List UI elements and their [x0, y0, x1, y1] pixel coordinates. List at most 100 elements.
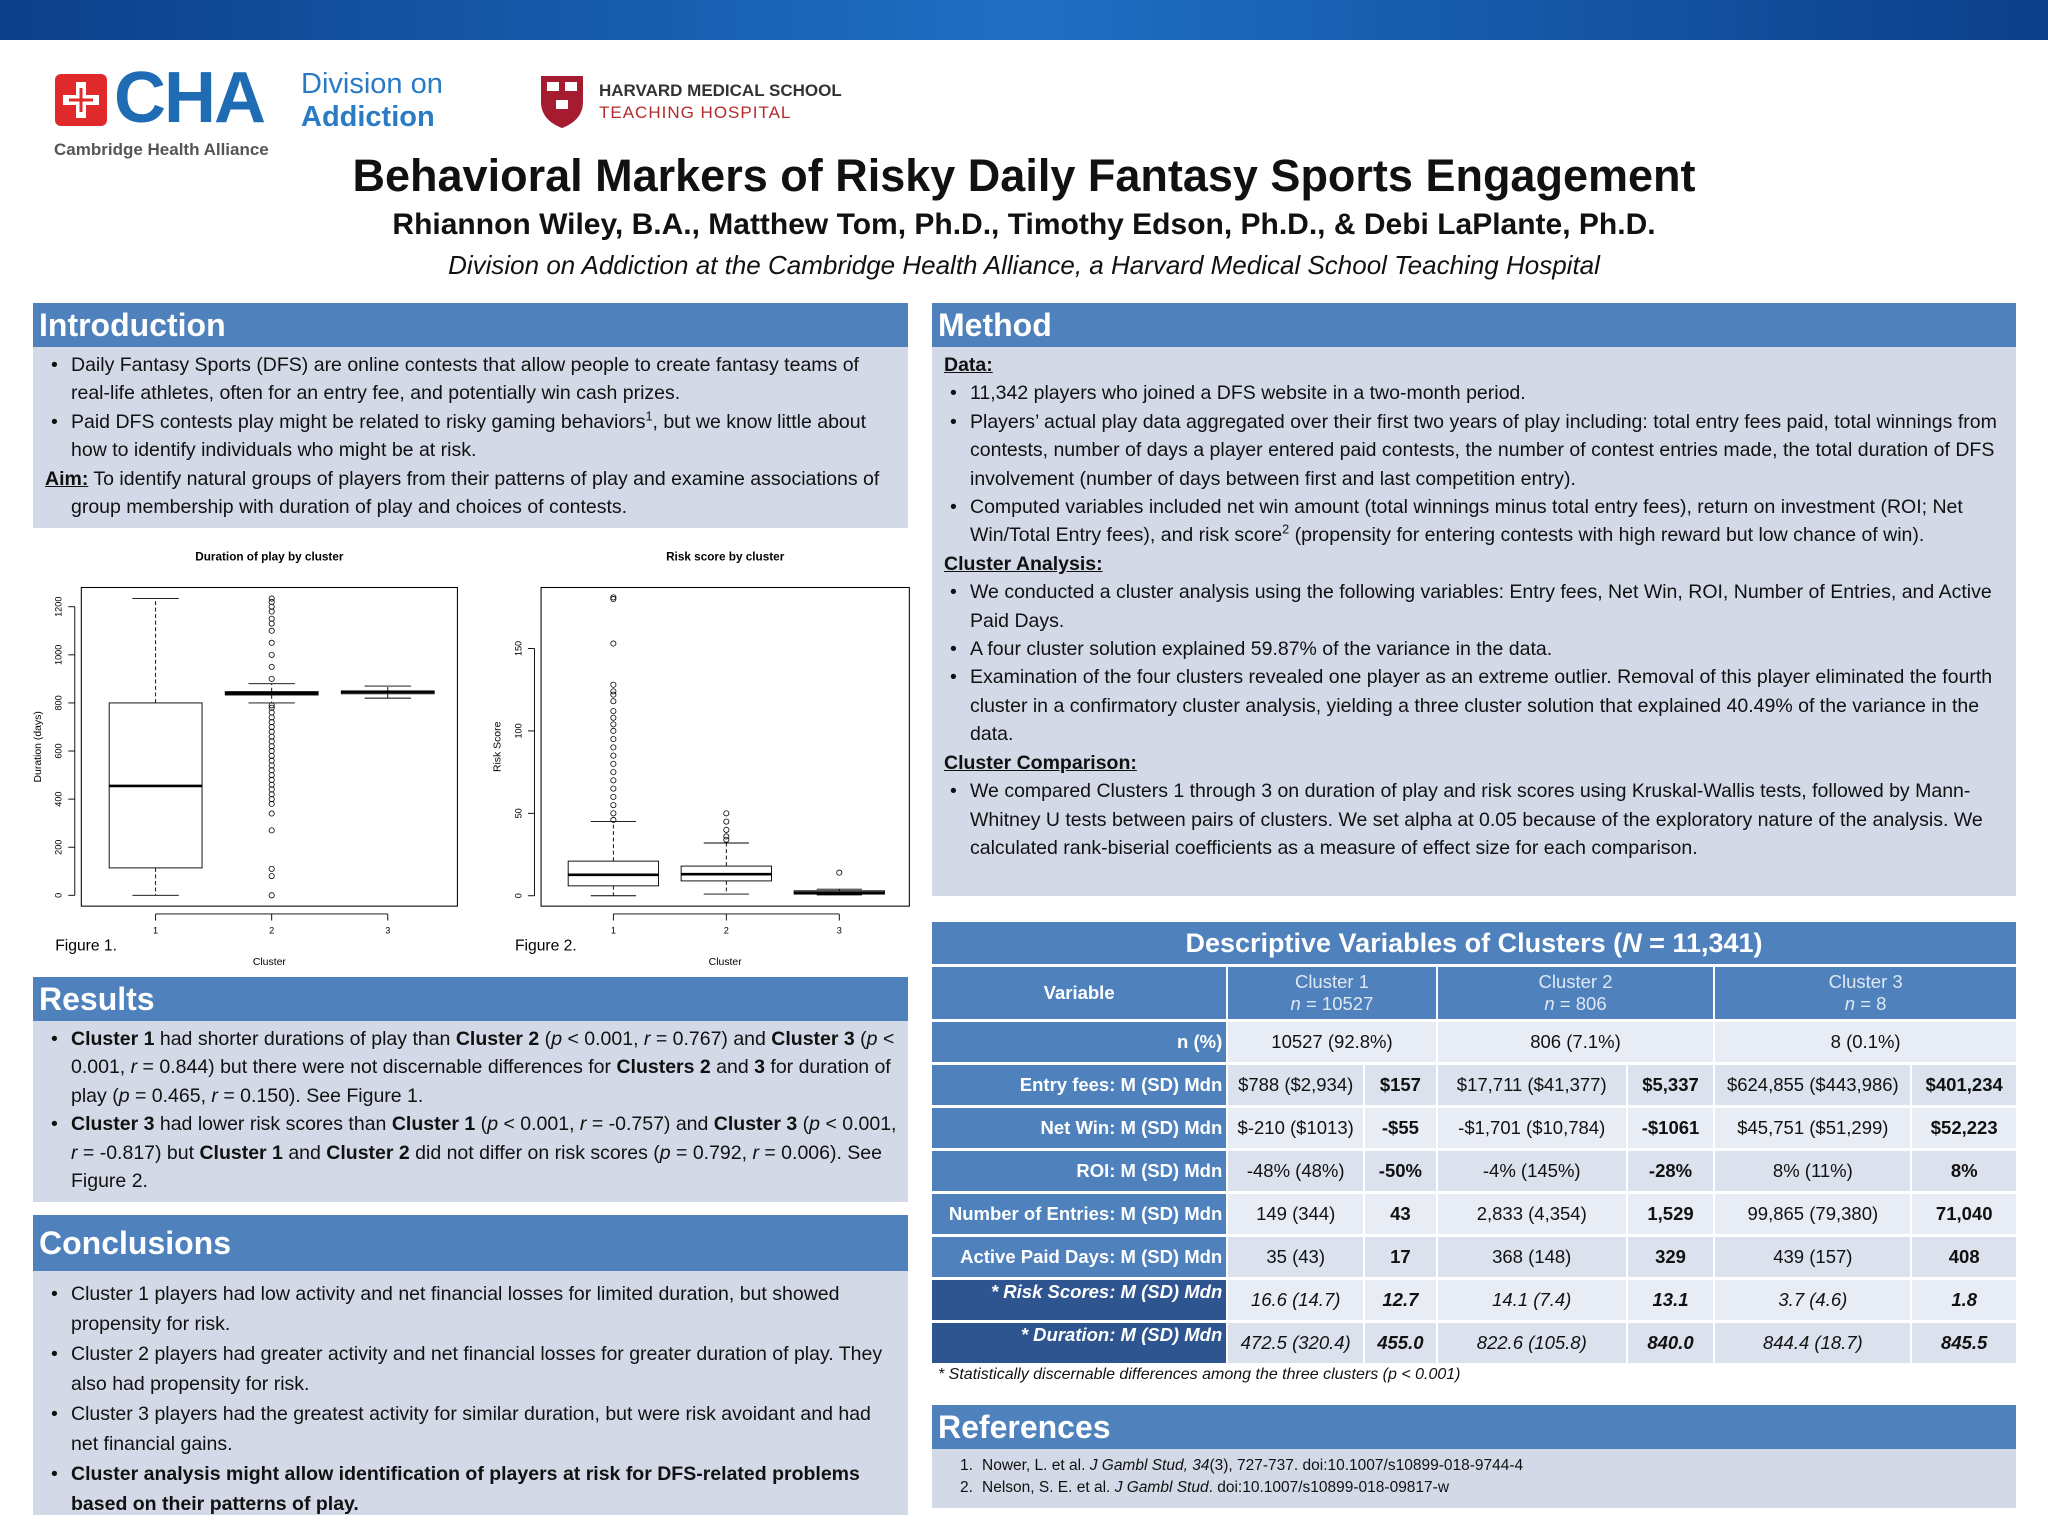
x-axis-label: Cluster: [253, 957, 287, 968]
introduction-section: Introduction Daily Fantasy Sports (DFS) …: [33, 303, 908, 528]
subheading-item: Cluster Comparison:: [944, 749, 2006, 777]
text-run: n: [1544, 993, 1555, 1014]
text-run: Daily Fantasy Sports (DFS) are online co…: [71, 354, 859, 405]
text-run: Examination of the four clusters reveale…: [970, 666, 1993, 746]
text-run: Cluster 1 players had low activity and n…: [71, 1283, 840, 1335]
text-run: Players’ actual play data aggregated ove…: [970, 410, 1997, 490]
text-run: Cluster 3: [713, 1113, 798, 1136]
outlier: [610, 777, 617, 784]
outlier: [610, 744, 617, 751]
text-run: 2: [1282, 522, 1290, 537]
y-tick-label: 600: [54, 743, 64, 758]
outlier: [723, 836, 730, 843]
numbered-item: 1. Nower, L. et al. J Gambl Stud, 34(3), …: [944, 1455, 2006, 1477]
table-cell: -50%: [1365, 1151, 1436, 1191]
table-cell: 149 (344): [1228, 1194, 1364, 1234]
text-run: (: [475, 1113, 488, 1136]
table-cell: $52,223: [1912, 1108, 2016, 1148]
row-label: Net Win: M (SD) Mdn: [932, 1108, 1227, 1148]
outlier: [268, 733, 275, 740]
table-cell: $157: [1365, 1065, 1436, 1105]
outlier: [268, 714, 275, 721]
text-run: Data:: [944, 354, 993, 376]
chart-title: Duration of play by cluster: [195, 551, 344, 564]
x-tick-label: 1: [611, 925, 616, 935]
outlier: [610, 793, 617, 800]
outlier: [610, 736, 617, 743]
cluster-name: Cluster 2: [1538, 971, 1613, 992]
section-heading: Introduction: [33, 303, 908, 347]
section-body: Daily Fantasy Sports (DFS) are online co…: [33, 347, 908, 525]
table-cell: 71,040: [1912, 1194, 2016, 1234]
row-label: n (%): [932, 1022, 1227, 1062]
y-tick-label: 50: [513, 808, 523, 818]
outlier: [268, 603, 275, 610]
outlier: [610, 596, 617, 603]
bullet-item: Cluster 2 players had greater activity a…: [45, 1339, 898, 1399]
conclusions-section: Conclusions Cluster 1 players had low ac…: [33, 1215, 908, 1515]
cluster-name: Cluster 1: [1294, 971, 1369, 992]
y-axis-label: Duration (days): [33, 711, 44, 782]
outlier: [610, 785, 617, 792]
section-body: Cluster 1 players had low activity and n…: [33, 1271, 908, 1523]
text-run: Cluster 2: [455, 1028, 540, 1050]
bullet-item: Cluster analysis might allow identificat…: [45, 1459, 898, 1519]
division-line: Division on: [301, 68, 443, 100]
plot-frame: [80, 586, 458, 907]
paragraph-item: Aim: To identify natural groups of playe…: [45, 465, 898, 522]
x-tick-label: 3: [385, 925, 390, 935]
subheading-item: Cluster Analysis:: [944, 550, 2006, 578]
hms-shield: [541, 76, 583, 128]
outlier: [268, 800, 275, 807]
text-run: N: [1622, 928, 1642, 958]
bullet-item: A four cluster solution explained 59.87%…: [944, 635, 2006, 664]
text-run: = 0.767) and: [650, 1028, 772, 1050]
table-row: Entry fees: M (SD) Mdn $788 ($2,934) $157 $…: [932, 1065, 2016, 1105]
text-run: = 0.150). See Figure 1.: [217, 1084, 424, 1107]
y-tick-label: 0: [513, 893, 523, 898]
text-run: r: [579, 1113, 587, 1136]
table-cell: 368 (148): [1437, 1237, 1626, 1277]
text-run: and: [710, 1056, 755, 1079]
table-cell: 455.0: [1365, 1323, 1436, 1363]
table-row: n (%) 10527 (92.8%) 806 (7.1%) 8 (0.1%): [932, 1022, 2016, 1062]
cluster-n: n = 806: [1439, 993, 1713, 1015]
outlier: [268, 892, 275, 899]
box: [567, 860, 660, 887]
outlier: [268, 738, 275, 745]
outlier: [836, 869, 843, 876]
hms-line: TEACHING HOSPITAL: [599, 103, 792, 122]
table-row: * Duration: M (SD) Mdn 472.5 (320.4) 455.0…: [932, 1323, 2016, 1363]
text-run: (3), 727-737. doi:10.1007/s10899-018-974…: [1209, 1457, 1524, 1474]
outlier: [610, 708, 617, 715]
table-cell: -28%: [1627, 1151, 1714, 1191]
text-run: Cluster Analysis:: [944, 552, 1103, 575]
table-cell: 13.1: [1627, 1280, 1714, 1320]
x-axis-label: Cluster: [709, 957, 743, 968]
top-band: [0, 0, 2048, 40]
outlier: [610, 727, 617, 734]
text-run: r: [130, 1056, 138, 1079]
outlier: [610, 769, 617, 776]
table-cell: $-210 ($1013): [1228, 1108, 1364, 1148]
subheading-item: Data:: [944, 351, 2006, 379]
text-run: = 0.844) but there were not discernable …: [137, 1056, 617, 1079]
text-run: r: [71, 1141, 78, 1164]
text-run: = 806: [1554, 993, 1607, 1014]
method-section: Method Data: 11,342 players who joined a …: [932, 303, 2016, 896]
outlier: [723, 810, 730, 817]
bullet-item: Cluster 3 players had the greatest activ…: [45, 1399, 898, 1459]
outlier: [268, 615, 275, 622]
outlier: [268, 752, 275, 759]
section-heading: Conclusions: [33, 1215, 908, 1271]
text-run: = -0.757) and: [586, 1113, 714, 1136]
outlier: [268, 743, 275, 750]
table-cell: 3.7 (4.6): [1715, 1280, 1911, 1320]
affiliation: Division on Addiction at the Cambridge H…: [448, 250, 1600, 280]
text-run: Nelson, S. E. et al.: [982, 1479, 1115, 1496]
outlier: [268, 598, 275, 605]
table-cell: 1.8: [1912, 1280, 2016, 1320]
text-run: = -0.817) but: [77, 1141, 200, 1164]
